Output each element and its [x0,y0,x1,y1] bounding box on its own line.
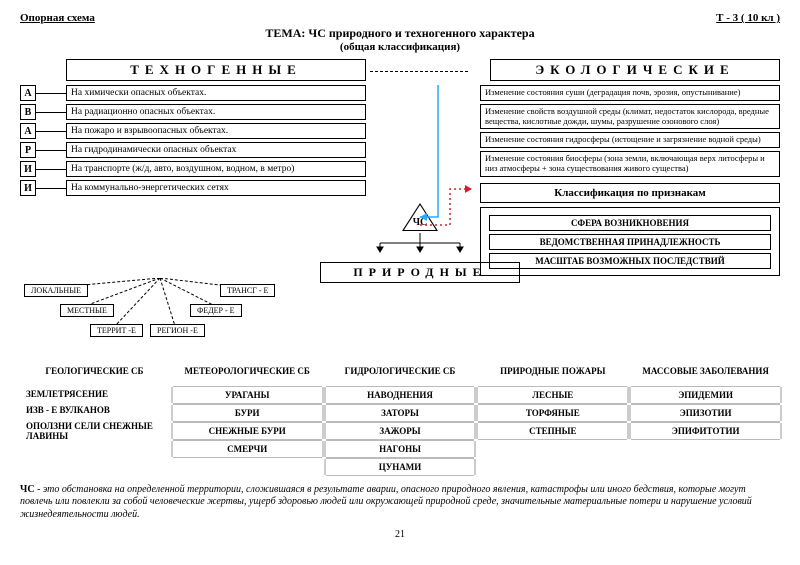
category-column: МЕТЕОРОЛОГИЧЕСКИЕ СБ УРАГАНЫБУРИСНЕЖНЫЕ Б… [173,366,322,476]
category-column: ГИДРОЛОГИЧЕСКИЕ СБ НАВОДНЕНИЯЗАТОРЫЗАЖОРЫ… [326,366,475,476]
connector-line [36,161,66,177]
connector-line [36,142,66,158]
page-title: ТЕМА: ЧС природного и техногенного харак… [20,26,780,41]
box-ecological: ЭКОЛОГИЧЕСКИЕ [490,59,780,81]
box-natural: ПРИРОДНЫЕ [320,262,520,283]
tech-row: И На транспорте (ж/д, авто, воздушном, в… [20,161,366,177]
definition: ЧС - это обстановка на определенной терр… [20,484,780,522]
category-item: ЭПИЗОТИИ [631,404,780,422]
category-head: МЕТЕОРОЛОГИЧЕСКИЕ СБ [173,366,322,376]
classification-item: МАСШТАБ ВОЗМОЖНЫХ ПОСЛЕДСТВИЙ [489,253,771,269]
classification-item: СФЕРА ВОЗНИКНОВЕНИЯ [489,215,771,231]
category-head: ГИДРОЛОГИЧЕСКИЕ СБ [326,366,475,376]
category-item: ЗАЖОРЫ [326,422,475,440]
tech-letter: А [20,123,36,139]
box-technogenic: ТЕХНОГЕННЫЕ [66,59,366,81]
eco-box: Изменение свойств воздушной среды (клима… [480,104,780,130]
tech-text: На химически опасных объектах. [66,85,366,101]
tech-text: На транспорте (ж/д, авто, воздушном, вод… [66,161,366,177]
category-item: СМЕРЧИ [173,440,322,458]
eco-box: Изменение состояния суши (деградация поч… [480,85,780,101]
eco-list: Изменение состояния суши (деградация поч… [480,85,780,177]
tech-row: В На радиационно опасных объектах. [20,104,366,120]
tech-row: А На химически опасных объектах. [20,85,366,101]
category-item: ЦУНАМИ [326,458,475,476]
category-head: МАССОВЫЕ ЗАБОЛЕВАНИЯ [631,366,780,376]
tech-text: На коммунально-энергетических сетях [66,180,366,196]
category-column: ГЕОЛОГИЧЕСКИЕ СБ ЗЕМЛЕТРЯСЕНИЕИЗВ - Е ВУЛ… [20,366,169,476]
scale-item: МЕСТНЫЕ [60,304,114,317]
tech-row: Р На гидродинамически опасных объектах [20,142,366,158]
triangle-label: ЧС [413,217,428,228]
tech-letter: А [20,85,36,101]
page-subtitle: (общая классификация) [20,41,780,53]
tech-row: И На коммунально-энергетических сетях [20,180,366,196]
category-item: ЛЕСНЫЕ [478,386,627,404]
category-item: ИЗВ - Е ВУЛКАНОВ [20,402,169,418]
category-column: ПРИРОДНЫЕ ПОЖАРЫ ЛЕСНЫЕТОРФЯНЫЕСТЕПНЫЕ [478,366,627,476]
scale-row: ЛОКАЛЬНЫЕ МЕСТНЫЕ ТЕРРИТ -Е РЕГИОН -Е ФЕДЕР … [20,278,780,348]
header-left: Опорная схема [20,12,95,24]
category-item: БУРИ [173,404,322,422]
connector-line [36,123,66,139]
scale-item: ФЕДЕР - Е [190,304,242,317]
tech-row: А На пожаро и взрывоопасных объектах. [20,123,366,139]
scale-item: ЛОКАЛЬНЫЕ [24,284,88,297]
center-block: ЧС ПРИРОДНЫЕ [320,203,520,283]
tech-letter: И [20,161,36,177]
category-item: УРАГАНЫ [173,386,322,404]
connector-line [36,104,66,120]
header-right: Т - 3 ( 10 кл ) [716,12,780,24]
categories: ГЕОЛОГИЧЕСКИЕ СБ ЗЕМЛЕТРЯСЕНИЕИЗВ - Е ВУЛ… [20,366,780,476]
classification-item: ВЕДОМСТВЕННАЯ ПРИНАДЛЕЖНОСТЬ [489,234,771,250]
tech-list: А На химически опасных объектах. В На рад… [20,85,366,276]
category-item: ТОРФЯНЫЕ [478,404,627,422]
category-item: ЗАТОРЫ [326,404,475,422]
scale-item: ТЕРРИТ -Е [90,324,143,337]
tech-letter: Р [20,142,36,158]
connector-line [36,180,66,196]
tech-letter: И [20,180,36,196]
category-item: СНЕЖНЫЕ БУРИ [173,422,322,440]
category-item: ЗЕМЛЕТРЯСЕНИЕ [20,386,169,402]
scale-item: РЕГИОН -Е [150,324,205,337]
category-head: ПРИРОДНЫЕ ПОЖАРЫ [478,366,627,376]
classification-items: СФЕРА ВОЗНИКНОВЕНИЯ ВЕДОМСТВЕННАЯ ПРИНАДЛ… [480,207,780,276]
tech-letter: В [20,104,36,120]
category-item: ОПОЛЗНИ СЕЛИ СНЕЖНЫЕ ЛАВИНЫ [20,418,169,444]
category-head: ГЕОЛОГИЧЕСКИЕ СБ [20,366,169,376]
tech-text: На гидродинамически опасных объектах [66,142,366,158]
category-item: НАВОДНЕНИЯ [326,386,475,404]
category-item: ЭПИДЕМИИ [631,386,780,404]
dash-connector [370,71,468,72]
eco-box: Изменение состояния биосферы (зона земли… [480,151,780,177]
tech-text: На пожаро и взрывоопасных объектах. [66,123,366,139]
classification-title: Классификация по признакам [480,183,780,203]
category-column: МАССОВЫЕ ЗАБОЛЕВАНИЯ ЭПИДЕМИИЭПИЗОТИИЭПИФ… [631,366,780,476]
category-item: ЭПИФИТОТИИ [631,422,780,440]
category-item: НАГОНЫ [326,440,475,458]
page-number: 21 [20,529,780,540]
connector-line [36,85,66,101]
eco-box: Изменение состояния гидросферы (истощени… [480,132,780,148]
tech-text: На радиационно опасных объектах. [66,104,366,120]
category-item: СТЕПНЫЕ [478,422,627,440]
scale-item: ТРАНСГ - Е [220,284,275,297]
